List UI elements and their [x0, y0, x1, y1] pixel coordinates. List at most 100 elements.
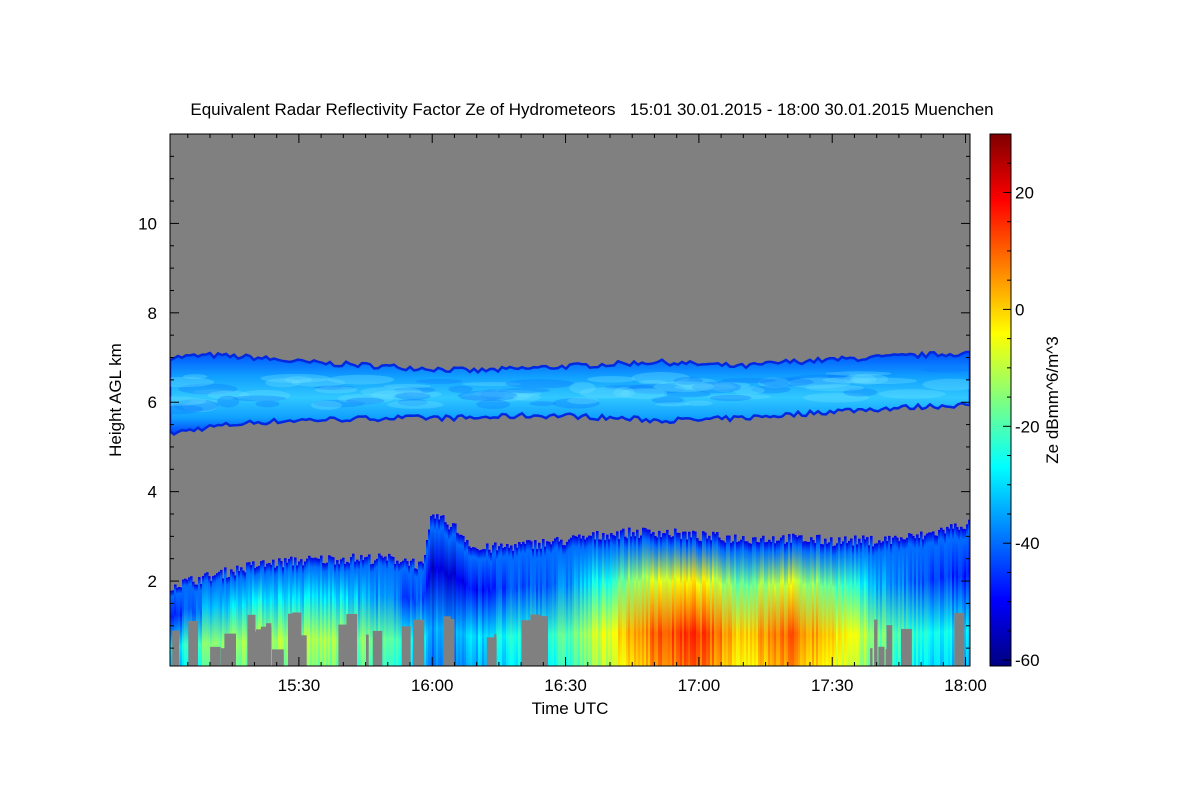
precip-column [412, 558, 415, 666]
colorbar-tick-label: 0 [1015, 300, 1024, 319]
clear-pocket [230, 639, 235, 666]
upper-layer-texture [843, 373, 889, 385]
precip-column [548, 541, 551, 666]
precip-column [604, 540, 607, 666]
precip-column [498, 546, 501, 666]
precip-column [752, 537, 755, 666]
precip-column [442, 515, 445, 666]
precip-column [776, 540, 779, 666]
precip-column [454, 523, 457, 666]
colorbar-tick-label: -60 [1015, 651, 1040, 670]
precip-column [258, 565, 261, 666]
precip-column [326, 562, 329, 666]
upper-layer-texture [803, 392, 869, 403]
colorbar: 20 0 -20 -40 -60 [989, 133, 1040, 670]
clear-pocket [885, 649, 891, 666]
precip-column [678, 532, 681, 666]
precip-column [390, 556, 393, 666]
precip-column [276, 566, 279, 666]
precip-column [444, 522, 447, 666]
upper-layer-texture [631, 372, 690, 384]
clear-pocket [530, 614, 541, 666]
clear-pocket [172, 630, 180, 666]
precip-column [566, 541, 569, 666]
x-tick-label: 17:00 [678, 676, 721, 695]
precip-column [814, 543, 817, 666]
precip-column [302, 565, 305, 666]
precip-column [478, 550, 481, 666]
upper-layer-texture [827, 370, 850, 381]
upper-layer-texture [848, 377, 917, 385]
precip-column [512, 550, 515, 666]
precip-column [584, 539, 587, 666]
precip-column [674, 528, 677, 666]
upper-layer-texture [759, 377, 814, 387]
precip-column [638, 537, 641, 666]
precip-column [836, 543, 839, 666]
precip-column [764, 542, 767, 666]
upper-layer-texture [182, 374, 208, 379]
precip-column [418, 561, 421, 666]
upper-layer-texture [822, 377, 871, 383]
upper-layer-texture [843, 388, 878, 397]
colorbar-tick-label: -40 [1015, 534, 1040, 553]
precip-column [342, 557, 345, 666]
upper-layer-texture [406, 391, 442, 398]
precip-column [284, 558, 287, 666]
precip-column [374, 560, 377, 666]
precip-column [730, 543, 733, 666]
precip-column [738, 541, 741, 666]
precip-column [172, 590, 175, 666]
precip-column [668, 535, 671, 666]
upper-layer-texture [651, 396, 684, 404]
plot-frame [169, 133, 971, 667]
precip-column [950, 524, 953, 666]
upper-layer-texture [805, 384, 865, 392]
precip-column [856, 544, 859, 666]
precip-column [598, 539, 601, 666]
precip-column [662, 533, 665, 666]
precip-column [470, 548, 473, 666]
precip-column [316, 558, 319, 666]
clear-pocket [901, 628, 912, 666]
upper-layer-texture [627, 383, 685, 394]
precip-column [942, 529, 945, 666]
precip-column [884, 536, 887, 666]
precip-column [456, 532, 459, 666]
precip-column [954, 523, 957, 666]
upper-layer-texture [604, 384, 654, 390]
precip-column [832, 546, 835, 666]
precip-column [660, 537, 663, 666]
upper-layer-texture [655, 402, 690, 407]
precip-column [792, 533, 795, 666]
precip-column [368, 554, 371, 666]
precip-column [252, 561, 255, 666]
precip-column [812, 540, 815, 666]
precip-column [862, 535, 865, 666]
lower-precipitation-layer [170, 514, 970, 666]
precip-column [882, 541, 885, 666]
precip-column [930, 532, 933, 666]
precip-column [614, 536, 617, 666]
precip-column [936, 535, 939, 666]
precip-column [650, 533, 653, 666]
precip-column [452, 523, 455, 666]
precip-column [280, 561, 283, 666]
precip-column [886, 541, 889, 666]
precip-column [334, 564, 337, 666]
precip-column [688, 531, 691, 666]
upper-layer-texture [758, 377, 791, 389]
precip-column [214, 575, 217, 666]
precip-column [472, 547, 475, 666]
precip-column [294, 557, 297, 666]
upper-layer-texture [579, 387, 631, 399]
precip-column [288, 558, 291, 666]
precip-column [232, 571, 235, 666]
precip-column [346, 561, 349, 666]
precip-column [570, 537, 573, 666]
upper-layer-texture [255, 400, 280, 408]
precip-column [510, 545, 513, 666]
precip-column [330, 556, 333, 666]
precip-column [278, 558, 281, 666]
precip-column [692, 530, 695, 666]
